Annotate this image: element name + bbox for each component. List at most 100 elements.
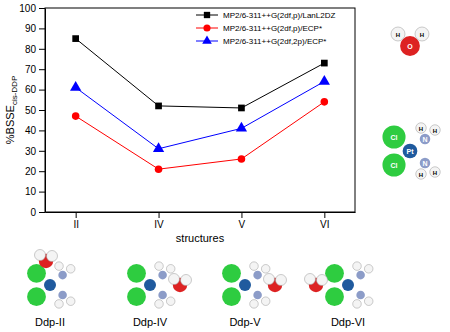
series-line: [76, 81, 325, 148]
atom: [55, 262, 64, 271]
y-tick-label: 60: [25, 84, 37, 95]
atom: [66, 297, 75, 306]
legend-marker: [202, 35, 212, 43]
atom-label: H: [433, 128, 437, 134]
plot-frame: [45, 8, 355, 212]
y-tick: 100: [19, 3, 45, 14]
legend-label: MP2/6-311++G(2df,2p)/ECP*: [223, 37, 326, 46]
structure-label: Ddp-II: [35, 316, 65, 328]
y-tick-mark: [39, 28, 45, 29]
atom: [181, 275, 192, 286]
atom: [127, 264, 146, 283]
y-tick-label: 100: [19, 3, 36, 14]
y-tick-label: 20: [25, 166, 37, 177]
series-marker: [155, 165, 163, 173]
y-axis-title-sub: cis-DDP: [10, 76, 19, 105]
y-tick-mark: [39, 130, 45, 131]
x-tick: II: [73, 212, 79, 230]
legend: MP2/6-311++G(2df,p)/LanL2DZ MP2/6-311++G(…: [196, 11, 335, 46]
x-tick: V: [239, 212, 246, 230]
y-tick: 30: [25, 146, 45, 157]
atom: [317, 275, 328, 286]
y-tick-label: 10: [25, 186, 37, 197]
atom-label: H: [420, 32, 424, 38]
series-marker: [72, 35, 79, 42]
atom: [305, 274, 316, 285]
complex-structure: [127, 262, 191, 308]
atom: [47, 251, 58, 262]
y-tick: 90: [25, 23, 45, 34]
atom: [391, 27, 405, 41]
atom-label: Cl: [391, 134, 398, 141]
x-tick-mark: [324, 212, 325, 218]
y-tick-mark: [39, 90, 45, 91]
series-marker: [72, 112, 80, 120]
y-tick: 0: [30, 207, 45, 218]
atom: [155, 262, 164, 271]
y-tick: 70: [25, 64, 45, 75]
y-axis: 0102030405060708090100: [19, 3, 45, 218]
atom-label: O: [407, 43, 413, 50]
atom: [58, 271, 67, 280]
x-tick-mark: [76, 212, 77, 218]
y-tick-mark: [39, 110, 45, 111]
complex-structure: [222, 262, 286, 308]
atom: [342, 279, 354, 291]
atom-label: H: [419, 172, 423, 178]
atom: [44, 279, 56, 291]
atom: [166, 297, 175, 306]
series-marker: [236, 122, 247, 132]
atom: [222, 264, 241, 283]
atom: [155, 300, 164, 309]
legend-label: MP2/6-311++G(2df,p)/LanL2DZ: [223, 11, 335, 20]
series-marker: [238, 155, 246, 163]
atom: [364, 297, 373, 306]
x-tick-label: IV: [154, 219, 164, 230]
atom: [66, 265, 75, 274]
series-marker: [321, 98, 329, 106]
series-marker: [153, 142, 164, 152]
y-tick-label: 30: [25, 146, 37, 157]
atom: [325, 264, 344, 283]
atom: [35, 250, 46, 261]
atom: [55, 300, 64, 309]
y-tick-mark: [39, 171, 45, 172]
atom: [415, 27, 429, 41]
atom: [264, 274, 275, 285]
atom: [144, 279, 156, 291]
atom: [420, 158, 431, 169]
y-tick-mark: [39, 212, 45, 213]
x-tick-mark: [241, 212, 242, 218]
atom: [166, 265, 175, 274]
series-marker: [155, 103, 162, 110]
structure-label: Ddp-V: [229, 316, 261, 328]
atom: [158, 271, 167, 280]
x-tick-mark: [159, 212, 160, 218]
atom: [127, 287, 146, 306]
y-tick: 10: [25, 186, 45, 197]
atom-label: Cl: [391, 162, 398, 169]
legend-marker: [203, 24, 210, 31]
atom: [158, 291, 167, 300]
atom: [169, 274, 180, 285]
atom: [430, 167, 441, 178]
atom: [356, 291, 365, 300]
y-tick: 20: [25, 166, 45, 177]
chart: 0102030405060708090100IIIVVVIstructures%…: [0, 0, 450, 332]
atom: [325, 287, 344, 306]
atom: [253, 291, 262, 300]
series-marker: [319, 75, 330, 85]
atom-label: H: [419, 126, 423, 132]
atom: [27, 287, 46, 306]
y-tick-mark: [39, 8, 45, 9]
y-tick-mark: [39, 49, 45, 50]
x-axis-title: structures: [176, 232, 225, 244]
atom: [253, 271, 262, 280]
y-tick-mark: [39, 69, 45, 70]
atom-label: H: [396, 32, 400, 38]
atom: [250, 262, 259, 271]
y-tick: 40: [25, 125, 45, 136]
series-marker: [321, 60, 328, 67]
y-axis-title-main: %BSSE: [4, 105, 16, 144]
atom: [353, 300, 362, 309]
